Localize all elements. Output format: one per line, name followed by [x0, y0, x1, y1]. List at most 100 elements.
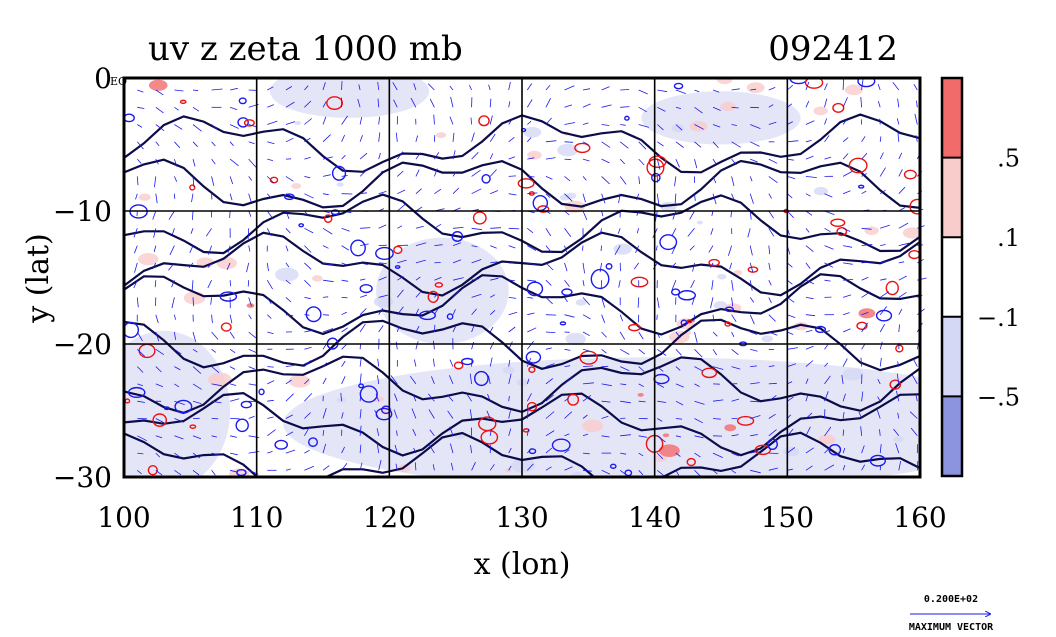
wind-vector — [471, 278, 480, 281]
wind-vector — [895, 443, 900, 454]
wind-vector — [378, 325, 384, 333]
colorbar-label: −.5 — [977, 383, 1020, 411]
wind-vector — [267, 380, 275, 385]
vorticity-contour — [220, 322, 232, 332]
wind-vector — [861, 190, 867, 195]
vorticity-contour — [243, 119, 255, 127]
wind-vector — [842, 294, 852, 298]
wind-vector — [415, 135, 418, 142]
wind-vector — [360, 192, 368, 195]
wind-vector — [750, 400, 760, 403]
wind-vector — [155, 469, 163, 476]
wind-vector — [564, 245, 567, 253]
wind-vector — [452, 259, 462, 264]
wind-vector — [341, 462, 348, 471]
wind-vector — [824, 83, 828, 91]
wind-vector — [415, 152, 421, 160]
vorticity-contour — [724, 321, 732, 327]
wind-vector — [527, 279, 537, 282]
wind-vector — [637, 297, 640, 308]
wind-vector — [620, 452, 627, 455]
vorticity-contour — [754, 444, 772, 456]
wind-vector — [564, 158, 572, 161]
vorticity-patch — [311, 275, 323, 282]
chart-title: uv z zeta 1000 mb — [148, 29, 463, 69]
wind-vector — [657, 435, 666, 443]
vorticity-contour — [815, 325, 827, 334]
wind-vector — [858, 411, 862, 419]
wind-vector — [304, 465, 315, 471]
vorticity-contour — [258, 388, 265, 396]
wind-vector — [694, 106, 703, 114]
wind-vector — [768, 314, 776, 322]
wind-vector — [488, 84, 491, 91]
vorticity-contour — [526, 281, 544, 297]
wind-vector — [434, 293, 439, 298]
wind-vector — [411, 408, 417, 419]
wind-vector — [861, 391, 864, 402]
wind-vector — [471, 132, 475, 142]
wind-vector — [397, 170, 404, 177]
vorticity-patch — [436, 132, 447, 139]
wind-vector — [415, 242, 427, 246]
wind-vector — [322, 262, 334, 266]
plot-frame — [122, 76, 922, 479]
wind-vector — [842, 393, 846, 402]
wind-vector — [842, 190, 851, 195]
wind-vector — [452, 242, 462, 246]
wind-vector — [564, 375, 573, 385]
wind-vector — [247, 228, 250, 240]
wind-vector — [359, 357, 362, 367]
wind-vector — [229, 193, 233, 201]
wind-vector — [152, 262, 157, 270]
wind-vector — [526, 341, 534, 350]
wind-vector — [749, 210, 752, 220]
wind-vector — [620, 106, 630, 108]
wind-vector — [655, 245, 658, 251]
wind-vector — [638, 470, 644, 476]
vorticity-patch — [138, 253, 159, 266]
y-tick-label: −20 — [53, 328, 112, 361]
vorticity-patch — [761, 335, 774, 343]
vorticity-patch — [637, 393, 644, 397]
wind-vector — [861, 136, 866, 143]
wind-vector — [694, 452, 701, 458]
wind-vector — [614, 245, 621, 255]
wind-vector — [229, 398, 240, 402]
wind-vector — [397, 276, 404, 281]
wind-vector — [805, 297, 814, 300]
wind-vector — [434, 262, 441, 264]
colorbar-label: .1 — [997, 224, 1020, 252]
wind-vector — [582, 176, 587, 181]
wind-vector — [248, 176, 253, 181]
wind-vector — [620, 400, 631, 404]
vorticity-contour — [517, 178, 535, 189]
wind-vector — [208, 245, 212, 255]
vorticity-patch — [582, 419, 604, 433]
wind-vector — [712, 418, 721, 420]
wind-vector — [374, 409, 380, 419]
wind-vector — [155, 193, 158, 204]
wind-vector — [805, 360, 814, 367]
wind-vector — [527, 137, 532, 143]
wind-vector — [489, 429, 492, 436]
wind-vector — [599, 262, 602, 273]
wind-vector — [434, 244, 443, 246]
shade-patch — [376, 237, 509, 344]
vorticity-patch — [696, 220, 703, 225]
wind-vector — [429, 429, 435, 437]
vorticity-patch — [716, 78, 733, 85]
wind-vector — [636, 228, 640, 234]
vorticity-patch — [671, 124, 685, 133]
wind-vector — [750, 158, 758, 163]
wind-vector — [672, 210, 677, 220]
wind-vector — [211, 331, 219, 340]
wind-vector — [192, 89, 199, 92]
wind-vector — [768, 210, 774, 219]
vorticity-contour — [889, 379, 902, 390]
wind-vector — [395, 463, 398, 471]
wind-vector — [768, 87, 776, 91]
wind-vector — [620, 366, 630, 372]
wind-vector — [527, 327, 537, 333]
wind-vector — [267, 399, 274, 402]
